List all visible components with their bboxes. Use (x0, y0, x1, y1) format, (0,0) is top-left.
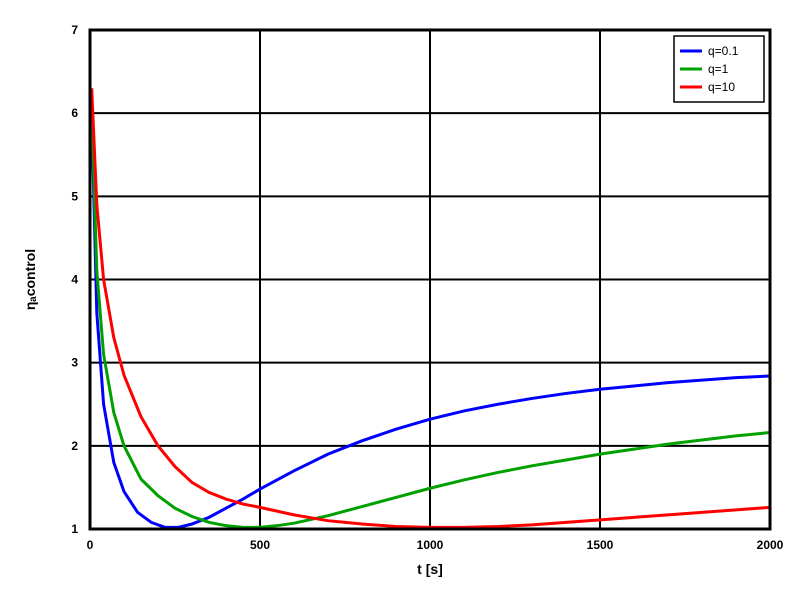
xtick-label: 0 (87, 538, 94, 552)
ytick-label: 2 (71, 439, 78, 453)
xtick-label: 500 (250, 538, 270, 552)
legend-label: q=0.1 (708, 44, 739, 58)
xtick-label: 2000 (757, 538, 784, 552)
ytick-label: 5 (71, 189, 78, 203)
ytick-label: 6 (71, 106, 78, 120)
ytick-label: 1 (71, 522, 78, 536)
chart-container: 0 500 1000 1500 2000 1 2 3 4 5 6 7 t [s] ηₐcontrol q=0… (0, 0, 800, 589)
y-axis-label: ηₐcontrol (22, 249, 38, 310)
xtick-label: 1500 (587, 538, 614, 552)
legend: q=0.1 q=1 q=10 (674, 36, 764, 102)
ytick-label: 4 (71, 273, 78, 287)
line-chart: 0 500 1000 1500 2000 1 2 3 4 5 6 7 t [s] ηₐcontrol q=0… (0, 0, 800, 589)
x-axis-label: t [s] (417, 561, 443, 577)
xtick-label: 1000 (417, 538, 444, 552)
legend-label: q=10 (708, 80, 735, 94)
legend-label: q=1 (708, 62, 729, 76)
ytick-label: 7 (71, 23, 78, 37)
ytick-label: 3 (71, 356, 78, 370)
